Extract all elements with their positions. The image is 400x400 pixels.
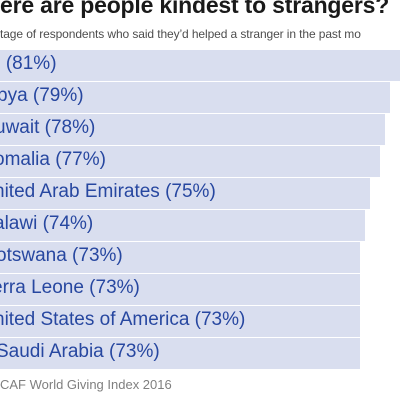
bar-label: alawi (74%) [0,213,94,234]
bar [0,210,365,241]
chart-title: ere are people kindest to strangers? [0,0,390,18]
chart-subtitle: tage of respondents who said they’d help… [0,27,361,41]
bar-list: q (81%) bya (79%) uwait (78%) omalia (77%) n… [0,50,400,370]
bar-label: q (81%) [0,53,57,74]
bar [0,274,360,305]
bar-row: erra Leone (73%) [0,274,400,306]
bar-row: nited States of America (73%) [0,306,400,338]
bar-label: omalia (77%) [0,149,106,170]
bar [0,114,385,145]
bar-label: nited States of America (73%) [0,309,246,330]
bar [0,242,360,273]
bar [0,338,360,369]
bar-row: nited Arab Emirates (75%) [0,178,400,210]
bar-row: otswana (73%) [0,242,400,274]
bar-row: omalia (77%) [0,146,400,178]
bar [0,178,370,209]
bar-row: bya (79%) [0,82,400,114]
bar-label: uwait (78%) [0,117,96,138]
bar-label: otswana (73%) [0,245,123,266]
bar-label: bya (79%) [0,85,84,106]
bar-row: q (81%) [0,50,400,82]
bar-row: alawi (74%) [0,210,400,242]
bar-label: erra Leone (73%) [0,277,140,298]
bar-label: nited Arab Emirates (75%) [0,181,216,202]
bar [0,50,400,81]
chart-source: CAF World Giving Index 2016 [0,377,172,392]
bar [0,146,380,177]
bar [0,82,390,113]
bar-row: Saudi Arabia (73%) [0,338,400,370]
bar [0,306,360,337]
bar-label: Saudi Arabia (73%) [0,341,160,362]
bar-row: uwait (78%) [0,114,400,146]
